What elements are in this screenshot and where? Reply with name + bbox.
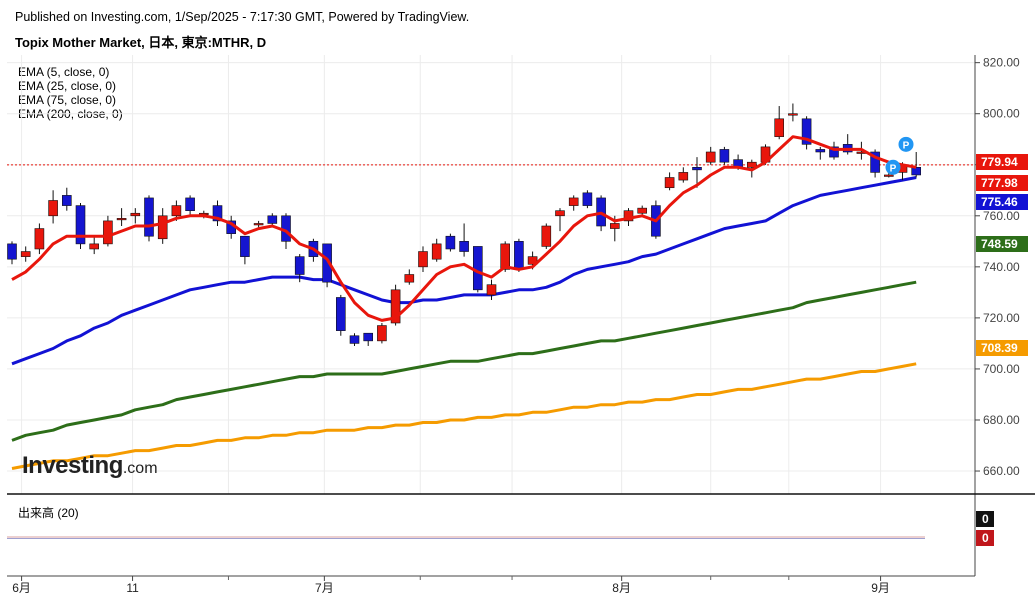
candle[interactable] [527, 256, 538, 265]
candle[interactable] [144, 197, 154, 237]
candle[interactable] [103, 220, 113, 245]
candle[interactable] [48, 200, 58, 217]
x-tick-label: 6月 [12, 581, 31, 595]
volume-panel-title: 出来高 (20) [18, 506, 79, 520]
price-label: 708.39 [981, 341, 1018, 355]
candle[interactable] [911, 167, 922, 176]
candle[interactable] [870, 151, 880, 173]
candle[interactable] [623, 210, 634, 222]
y-tick-label: 700.00 [983, 362, 1020, 376]
candle[interactable] [664, 177, 675, 189]
legend-ema25[interactable]: EMA (25, close, 0) [18, 79, 117, 93]
candle[interactable] [678, 172, 689, 181]
candle[interactable] [253, 223, 264, 226]
candle[interactable] [514, 241, 524, 270]
candle[interactable] [130, 212, 141, 217]
y-tick-label: 820.00 [983, 56, 1020, 70]
x-tick-label: 11 [126, 581, 139, 595]
candle[interactable] [294, 256, 305, 275]
volume-label: 0 [982, 531, 989, 545]
candle[interactable] [568, 197, 579, 206]
candle[interactable] [7, 243, 17, 260]
candle[interactable] [883, 174, 894, 177]
legend-ema5[interactable]: EMA (5, close, 0) [18, 65, 110, 79]
volume-label-box [976, 530, 994, 546]
candle[interactable] [486, 284, 497, 296]
price-label: 775.46 [981, 195, 1018, 209]
price-label: 748.59 [981, 237, 1018, 251]
candle[interactable] [541, 225, 552, 247]
candle[interactable] [377, 325, 387, 342]
candle[interactable] [75, 205, 86, 245]
pivot-marker-label: P [890, 163, 897, 174]
pivot-marker-icon[interactable] [885, 159, 901, 175]
price-label-box [976, 194, 1028, 210]
candle[interactable] [637, 207, 648, 214]
published-caption: Published on Investing.com, 1/Sep/2025 -… [15, 10, 470, 24]
price-label-box [976, 154, 1028, 170]
candle[interactable] [692, 167, 702, 171]
candle[interactable] [555, 210, 565, 217]
ema200-line [11, 362, 917, 470]
symbol-title: Topix Mother Market, 日本, 東京:MTHR, D [15, 35, 267, 50]
candle[interactable] [719, 149, 730, 163]
candle[interactable] [459, 241, 469, 252]
y-tick-label: 680.00 [983, 413, 1020, 427]
pivot-marker-icon[interactable] [898, 136, 914, 152]
price-label-box [976, 340, 1028, 356]
price-label-box [976, 236, 1028, 252]
volume-label: 0 [982, 512, 989, 526]
candle[interactable] [815, 149, 826, 153]
candle[interactable] [404, 274, 415, 283]
candle[interactable] [20, 251, 31, 257]
candle[interactable] [349, 335, 360, 344]
x-tick-label: 8月 [612, 581, 631, 595]
candle[interactable] [472, 246, 483, 291]
y-tick-label: 660.00 [983, 464, 1020, 478]
candle[interactable] [267, 215, 278, 224]
pivot-marker-label: P [903, 140, 910, 151]
candle[interactable] [829, 146, 839, 158]
candle[interactable] [212, 205, 223, 222]
candle[interactable] [500, 243, 511, 270]
candle[interactable] [171, 205, 182, 217]
candle[interactable] [390, 289, 401, 324]
legend-ema75[interactable]: EMA (75, close, 0) [18, 93, 117, 107]
price-label: 777.98 [981, 176, 1018, 190]
candle[interactable] [801, 118, 812, 145]
candle[interactable] [61, 195, 72, 206]
candle[interactable] [431, 243, 442, 260]
candle[interactable] [185, 197, 195, 211]
candle[interactable] [116, 218, 127, 221]
candle[interactable] [322, 243, 332, 283]
candle[interactable] [335, 297, 346, 331]
candle[interactable] [157, 215, 168, 240]
y-tick-label: 720.00 [983, 311, 1020, 325]
ema75-line [11, 280, 917, 442]
price-label-box [976, 175, 1028, 191]
y-tick-label: 760.00 [983, 209, 1020, 223]
y-tick-label: 800.00 [983, 107, 1020, 121]
price-label: 779.94 [981, 155, 1018, 169]
candle[interactable] [89, 243, 99, 250]
candle[interactable] [240, 235, 250, 257]
x-tick-label: 7月 [315, 581, 334, 595]
ema25-line [11, 176, 917, 366]
candle[interactable] [34, 228, 45, 250]
candle[interactable] [418, 251, 428, 268]
candle[interactable] [445, 235, 456, 250]
candle[interactable] [609, 223, 620, 229]
candle[interactable] [774, 118, 785, 137]
ema5-line [11, 135, 917, 322]
candle[interactable] [746, 161, 757, 168]
candle[interactable] [363, 332, 374, 342]
volume-label-box [976, 511, 994, 527]
candle[interactable] [582, 192, 593, 206]
investing-logo: Investing.com [22, 452, 158, 479]
x-tick-label: 9月 [871, 581, 890, 595]
candle[interactable] [705, 151, 716, 163]
y-tick-label: 740.00 [983, 260, 1020, 274]
candle[interactable] [788, 113, 798, 116]
